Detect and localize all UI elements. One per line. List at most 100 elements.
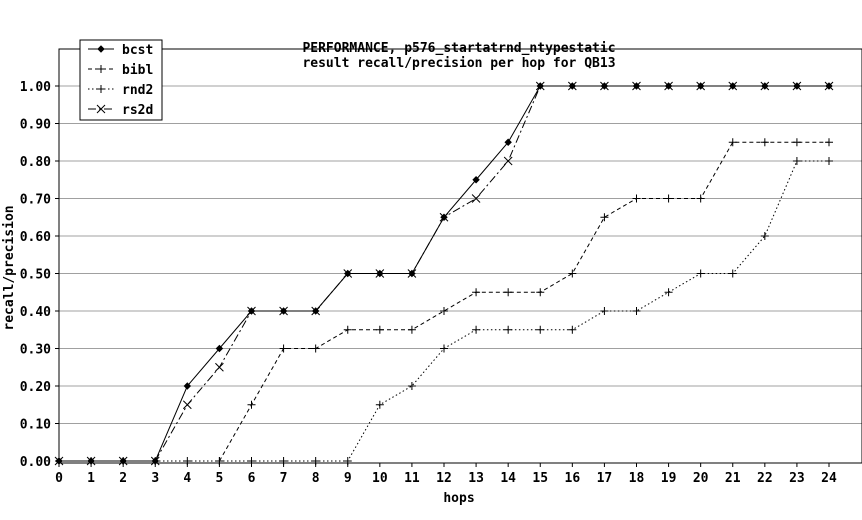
point-rs2d-16 — [567, 81, 577, 91]
point-rnd2-22 — [760, 232, 769, 240]
point-rnd2-22-shape — [760, 232, 769, 240]
point-rs2d-3 — [150, 456, 160, 466]
xtick-label-5: 5 — [216, 471, 224, 486]
xtick-label-20: 20 — [693, 471, 709, 486]
point-bibl-23-shape — [792, 138, 801, 147]
ytick-label-0.60: 0.60 — [20, 230, 51, 245]
point-rnd2-6-shape — [247, 457, 256, 465]
point-rs2d-11-shape — [407, 269, 417, 278]
point-rnd2-15 — [536, 325, 545, 334]
point-rnd2-7-shape — [279, 457, 288, 465]
point-bibl-22-shape — [760, 138, 769, 147]
legend-marker-bibl-shape — [97, 65, 105, 73]
point-bcst-13-shape — [472, 176, 480, 184]
point-rnd2-11 — [407, 382, 416, 390]
point-rnd2-16 — [568, 325, 577, 334]
point-rs2d-13-shape — [471, 194, 481, 203]
point-bibl-22 — [760, 138, 769, 147]
point-rnd2-16-shape — [568, 325, 577, 334]
xtick-label-14: 14 — [500, 471, 516, 486]
point-rnd2-13 — [472, 325, 481, 334]
point-rnd2-23-shape — [792, 157, 801, 165]
point-bibl-20 — [696, 194, 705, 203]
xtick-label-18: 18 — [629, 471, 645, 486]
xtick-label-23: 23 — [789, 471, 805, 486]
legend-marker-rnd2-shape — [97, 85, 105, 93]
point-rnd2-12-shape — [440, 344, 448, 353]
point-rs2d-23-shape — [792, 81, 802, 91]
xtick-label-0: 0 — [55, 471, 63, 486]
point-rs2d-5-shape — [215, 362, 224, 372]
point-rs2d-12 — [439, 212, 449, 222]
legend-label-bibl: bibl — [122, 63, 153, 78]
ytick-label-0.00: 0.00 — [20, 455, 51, 470]
point-rnd2-19 — [664, 288, 673, 297]
ytick-label-0.10: 0.10 — [20, 418, 51, 433]
point-rs2d-24 — [824, 81, 834, 91]
legend-box — [79, 39, 163, 121]
point-bibl-14-shape — [504, 288, 513, 297]
ytick-label-0.30: 0.30 — [20, 343, 51, 358]
legend-label-rnd2: rnd2 — [122, 83, 153, 98]
point-rs2d-2 — [118, 456, 128, 466]
point-bibl-10 — [375, 325, 384, 334]
xtick-label-19: 19 — [661, 471, 677, 486]
legend-label-bcst: bcst — [122, 43, 153, 58]
xtick-label-1: 1 — [87, 471, 95, 486]
point-bcst-5 — [215, 344, 224, 353]
point-bibl-23 — [792, 138, 801, 147]
point-bibl-13 — [472, 288, 481, 297]
point-rs2d-3-shape — [150, 456, 160, 466]
point-rs2d-22-shape — [760, 81, 770, 91]
gridlines — [59, 85, 862, 424]
point-rs2d-17 — [600, 81, 609, 91]
point-rs2d-4-shape — [182, 400, 192, 410]
point-rnd2-10-shape — [375, 400, 384, 409]
xtick-label-4: 4 — [183, 471, 191, 486]
point-rs2d-24-shape — [824, 81, 834, 91]
legend-marker-bibl — [97, 65, 105, 73]
legend-label-rs2d: rs2d — [122, 103, 153, 118]
point-bibl-17 — [600, 213, 609, 222]
point-rs2d-23 — [792, 81, 802, 91]
legend-marker-rs2d-shape — [96, 104, 106, 114]
point-bibl-24 — [825, 138, 833, 147]
point-bibl-20-shape — [696, 194, 705, 203]
point-rnd2-5-shape — [215, 457, 224, 465]
series-bibl — [215, 138, 833, 465]
xtick-label-22: 22 — [757, 471, 773, 486]
y-axis-ticks: 0.00 0.10 0.20 0.30 0.40 0.50 0.60 0.70 0.80 0.90… — [20, 80, 59, 470]
point-rnd2-19-shape — [664, 288, 673, 297]
point-rs2d-9 — [343, 269, 353, 278]
point-rs2d-0 — [54, 456, 64, 466]
point-bibl-7 — [279, 344, 288, 353]
series-rnd2 — [55, 157, 833, 465]
point-rs2d-6-shape — [247, 306, 256, 316]
point-bibl-18 — [632, 194, 641, 203]
point-rs2d-20-shape — [696, 81, 706, 91]
point-rnd2-14 — [504, 325, 513, 334]
legend-marker-rs2d — [96, 104, 106, 114]
point-rs2d-21-shape — [728, 81, 738, 91]
xtick-label-9: 9 — [344, 471, 352, 486]
point-rs2d-7 — [279, 306, 288, 316]
point-rs2d-14 — [503, 156, 513, 166]
point-rnd2-20-shape — [696, 269, 705, 278]
point-rnd2-11-shape — [407, 382, 416, 390]
point-bcst-14-shape — [504, 138, 512, 146]
xtick-label-13: 13 — [468, 471, 484, 486]
point-bibl-7-shape — [279, 344, 288, 353]
ytick-label-0.40: 0.40 — [20, 305, 51, 320]
point-bibl-15-shape — [536, 288, 545, 297]
point-bcst-5-shape — [215, 344, 224, 353]
xtick-label-21: 21 — [725, 471, 741, 486]
point-rnd2-24-shape — [825, 157, 833, 165]
point-rnd2-13-shape — [472, 325, 481, 334]
point-rs2d-16-shape — [567, 81, 577, 91]
point-bibl-19-shape — [664, 194, 673, 203]
point-bibl-14 — [504, 288, 513, 297]
point-bibl-12 — [440, 307, 448, 315]
legend-marker-rnd2 — [97, 85, 105, 93]
point-rs2d-22 — [760, 81, 770, 91]
